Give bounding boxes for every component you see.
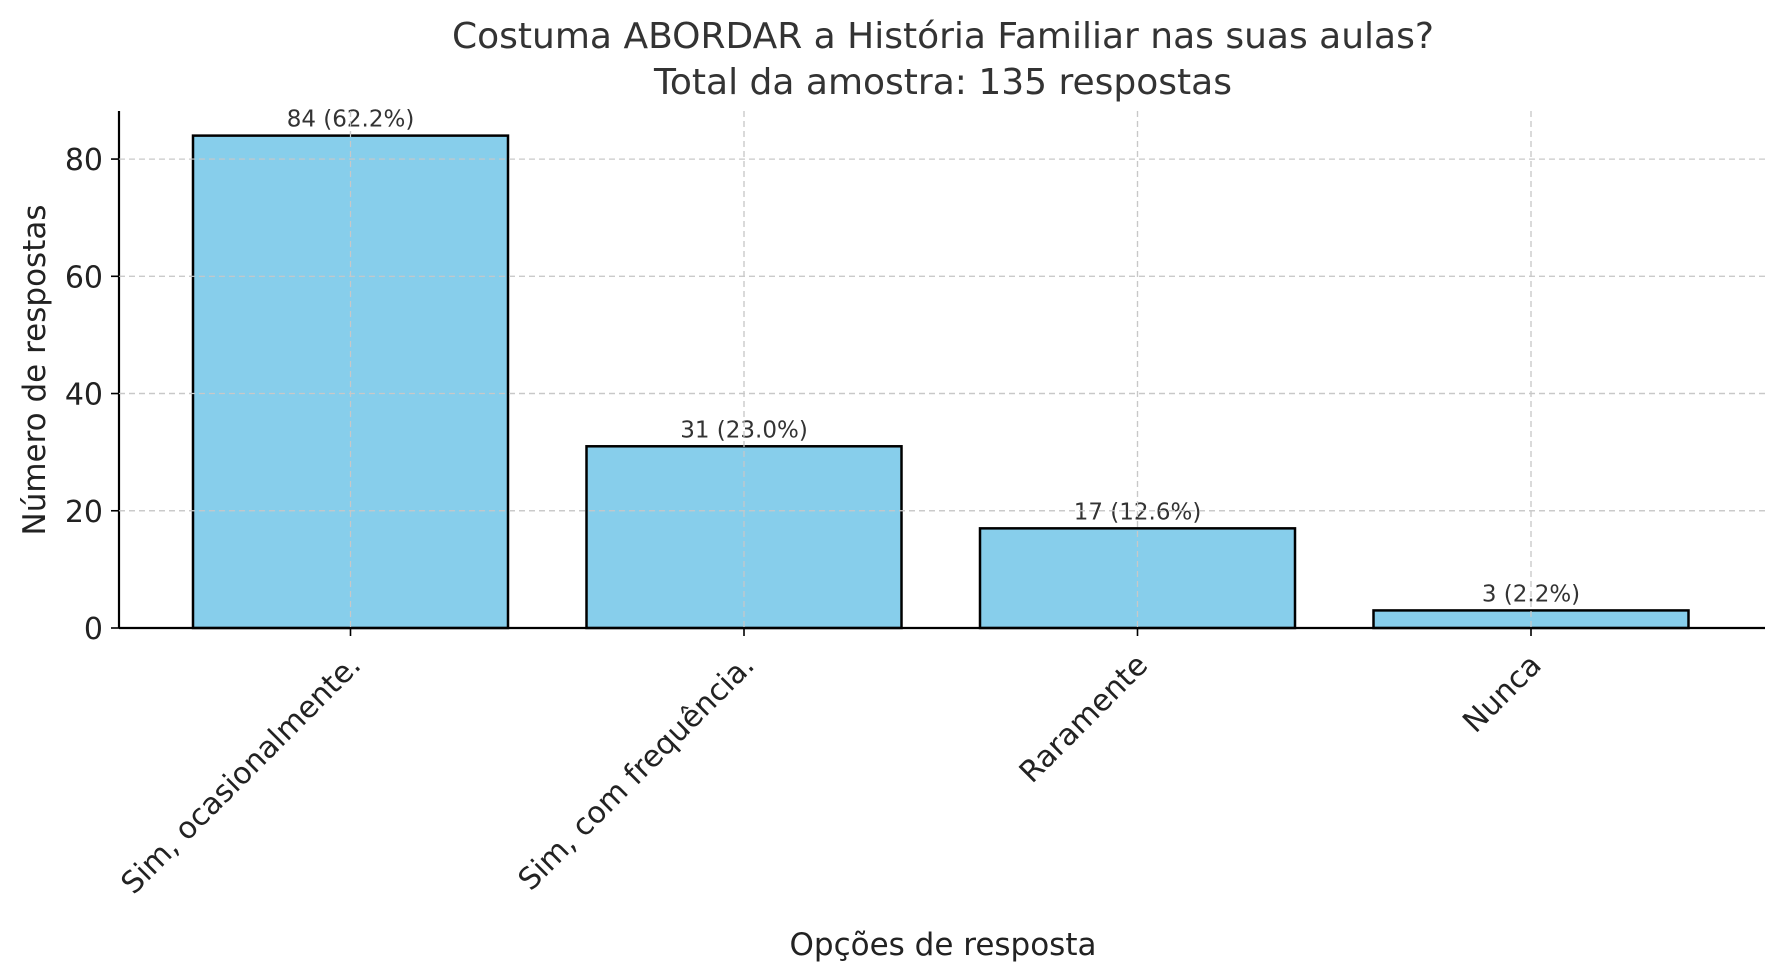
y-axis-label: Número de respostas [17,205,53,536]
y-tick-label: 80 [65,143,103,178]
x-tick-label: Sim, ocasionalmente. [115,648,368,901]
y-tick-label: 40 [65,378,103,413]
chart-title: Costuma ABORDAR a História Familiar nas … [452,16,1434,57]
y-tick-label: 20 [65,495,103,530]
label-layer: 84 (62.2%)31 (23.0%)17 (12.6%)3 (2.2%) [119,107,1765,628]
y-tick-label: 60 [65,260,103,295]
x-tick-label: Nunca [1456,648,1548,740]
y-tick-label: 0 [84,612,103,647]
chart-subtitle: Total da amostra: 135 respostas [653,62,1232,103]
x-axis-label: Opções de resposta [789,927,1096,963]
x-tick-label: Raramente [1013,648,1155,790]
x-tick-label: Sim, com frequência. [512,648,762,898]
data-label-0: 84 (62.2%) [287,107,415,133]
bar-layer [191,134,1690,630]
